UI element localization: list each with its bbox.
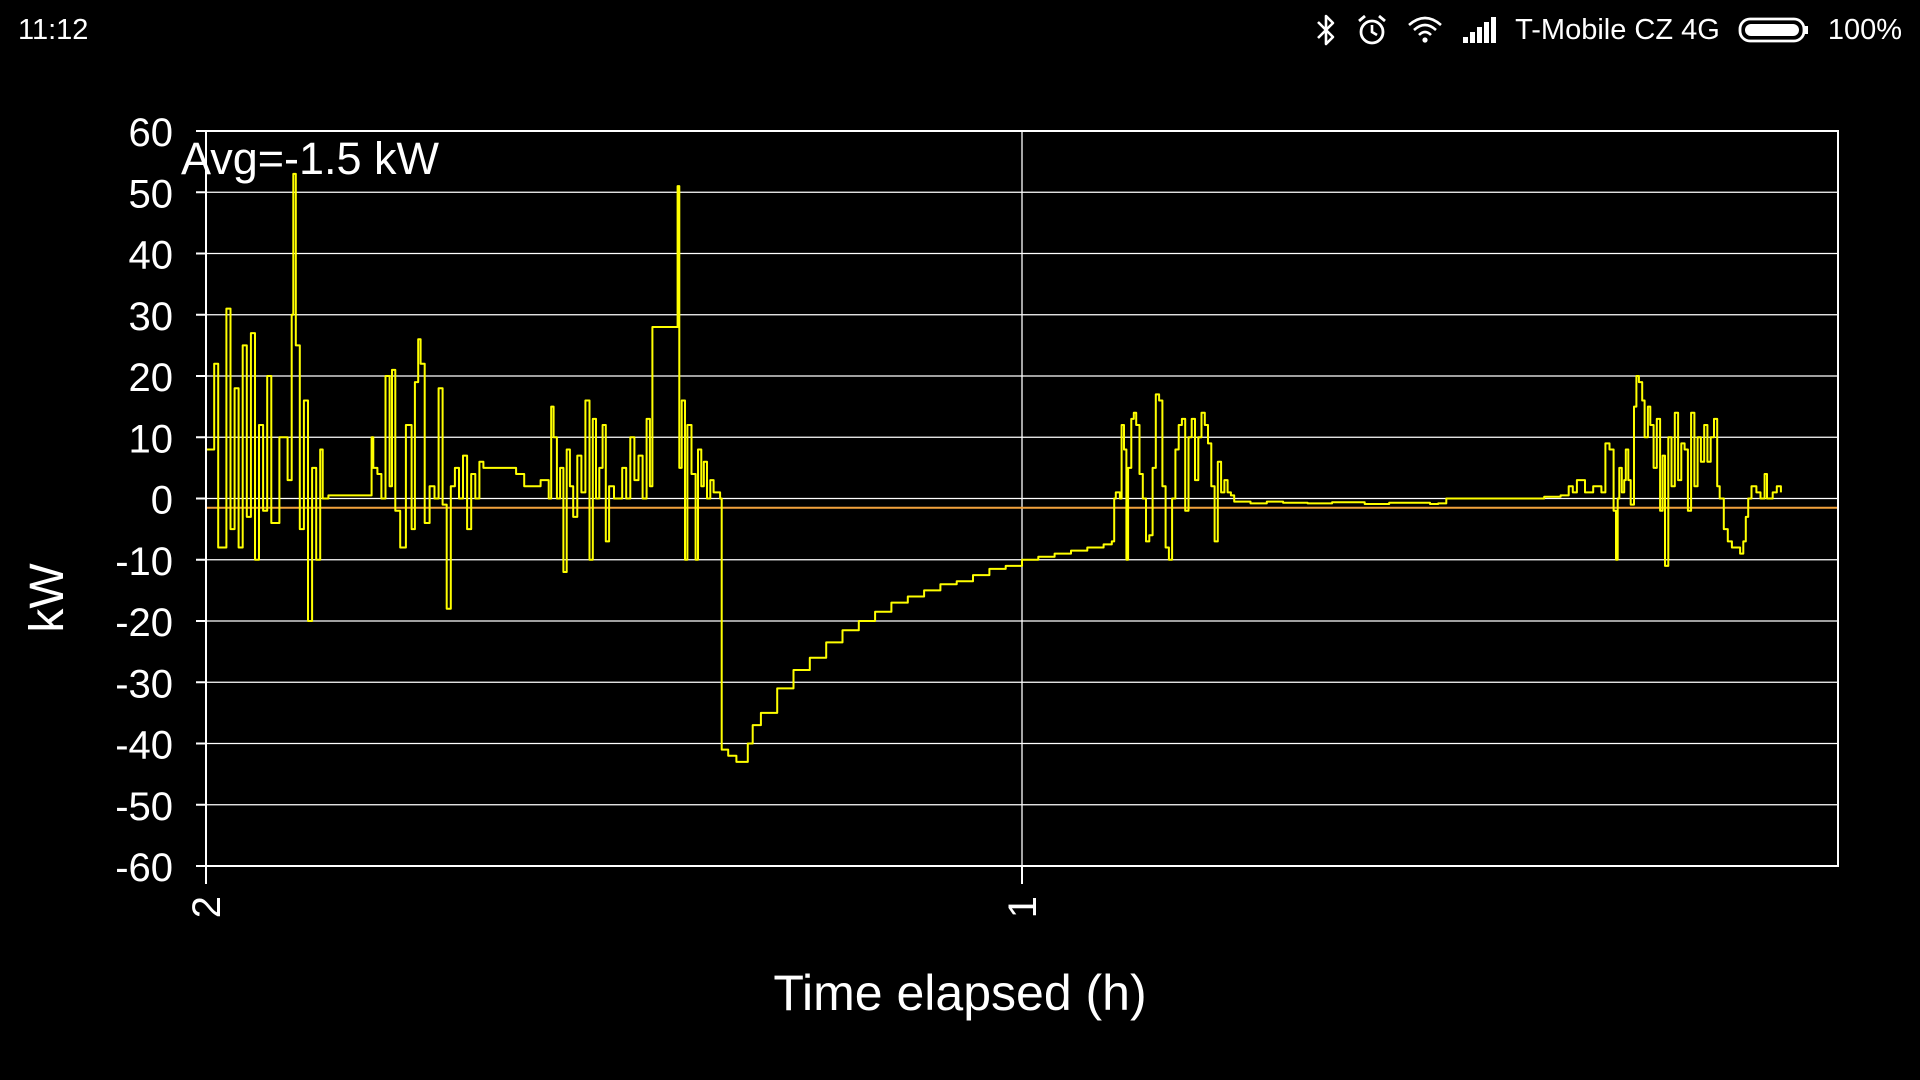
y-tick-label: -20 <box>115 601 173 645</box>
x-tick-label: 1 <box>1001 896 1045 918</box>
y-tick-labels: 60 50 40 30 20 10 0 -10 -20 -30 -40 -50 -60 <box>115 111 173 890</box>
y-tick-label: 60 <box>129 111 174 155</box>
bluetooth-icon <box>1315 13 1337 47</box>
status-bar: 11:12 T-Mobile CZ 4G 100% <box>0 0 1920 62</box>
wifi-icon <box>1407 15 1443 45</box>
series-line <box>206 172 1782 763</box>
series-group <box>206 172 1782 763</box>
x-tick-label: 2 <box>185 896 229 918</box>
y-tick-label: 20 <box>129 356 174 400</box>
y-tick-label: 40 <box>129 234 174 278</box>
battery-percent: 100% <box>1827 13 1902 46</box>
y-tick-label: 10 <box>129 417 174 461</box>
y-tick-label: 30 <box>129 295 174 339</box>
status-icons: T-Mobile CZ 4G 100% <box>1315 10 1902 50</box>
y-tick-label: 50 <box>129 172 174 216</box>
axes <box>196 130 1839 884</box>
status-time: 11:12 <box>18 14 89 46</box>
battery-icon <box>1738 15 1810 45</box>
y-tick-label: 0 <box>151 479 173 523</box>
y-tick-label: -60 <box>115 846 173 890</box>
y-axis-label: kW <box>21 563 74 633</box>
alarm-icon <box>1355 13 1389 47</box>
y-tick-label: -10 <box>115 540 173 584</box>
signal-icon <box>1461 15 1497 45</box>
carrier-name: T-Mobile CZ 4G <box>1515 13 1720 46</box>
average-annotation: Avg=-1.5 kW <box>181 133 440 184</box>
y-tick-label: -40 <box>115 724 173 768</box>
x-axis-label: Time elapsed (h) <box>773 965 1146 1021</box>
y-tick-label: -30 <box>115 662 173 706</box>
y-tick-label: -50 <box>115 785 173 829</box>
